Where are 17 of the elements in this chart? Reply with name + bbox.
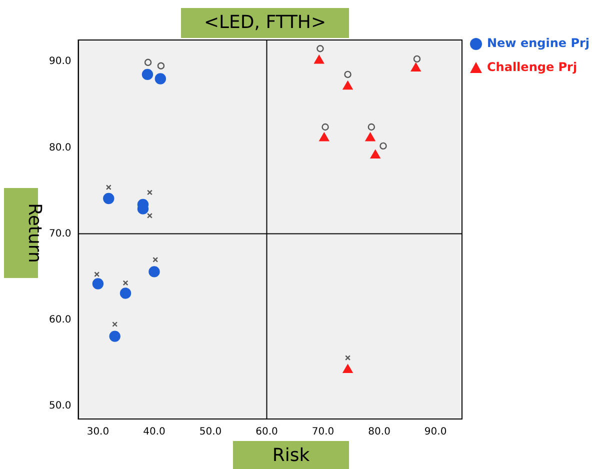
x-tick-label: 90.0 <box>424 426 447 438</box>
x-tick-label: 30.0 <box>86 426 110 438</box>
legend-label: Challenge Prj <box>487 60 578 74</box>
chart-title: <LED, FTTH> <box>181 8 349 38</box>
x-tick-label: 80.0 <box>368 426 390 438</box>
x-axis-title: Risk <box>233 441 349 469</box>
x-tick-label: 70.0 <box>312 426 334 438</box>
y-tick-label: 70.0 <box>49 228 72 240</box>
x-tick-label: 60.0 <box>256 426 278 438</box>
y-tick-label: 60.0 <box>49 314 72 326</box>
x-tick-label: 40.0 <box>143 426 166 438</box>
y-tick-label: 90.0 <box>49 56 72 68</box>
y-tick-label: 50.0 <box>49 400 72 412</box>
y-tick-label: 80.0 <box>49 142 72 154</box>
y-axis-title: Return <box>24 203 45 263</box>
x-tick-label: 50.0 <box>199 426 222 438</box>
legend-label: New engine Prj <box>487 36 590 50</box>
